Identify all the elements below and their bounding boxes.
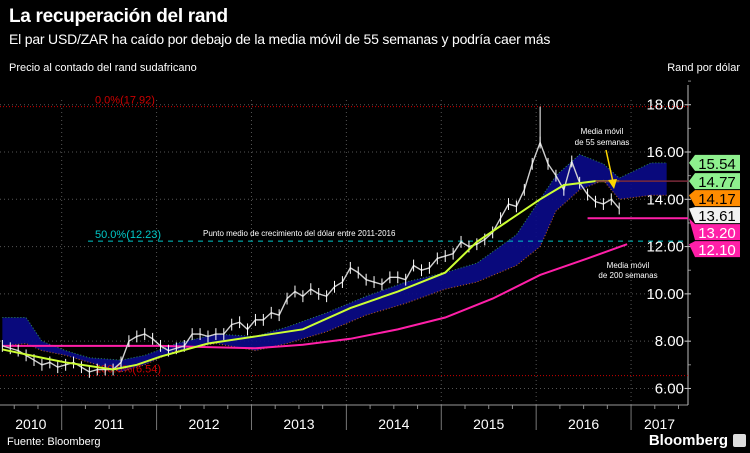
x-year-label: 2016: [568, 416, 599, 432]
value-tag-label: 14.17: [698, 191, 736, 208]
x-year-label: 2014: [378, 416, 409, 432]
ma200-annotation: Media móvil: [607, 261, 650, 270]
value-tag-label: 15.54: [698, 156, 736, 173]
value-tag: [689, 154, 740, 171]
cloud-lower-edge: [2, 179, 667, 373]
value-tag-label: 13.20: [698, 225, 736, 242]
x-year-label: 2012: [188, 416, 219, 432]
value-tag: [689, 218, 740, 241]
chart-subtitle: El par USD/ZAR ha caído por debajo de la…: [9, 31, 551, 47]
value-tag: [689, 190, 740, 207]
value-tag-label: 12.10: [698, 242, 736, 259]
ma200-line: [2, 243, 628, 350]
chart-title: La recuperación del rand: [9, 6, 228, 27]
fib-label-100: 100.0%(6.54): [95, 364, 161, 376]
value-tag: [689, 241, 740, 258]
x-year-label: 2010: [15, 416, 46, 432]
ma55-annotation: Media móvil: [581, 127, 624, 136]
arrow-icon: [605, 149, 614, 183]
arrow-head-icon: [608, 179, 617, 189]
fib-label-0: 0.0%(17.92): [95, 95, 155, 107]
x-year-label: 2015: [473, 416, 504, 432]
midpoint-note: Punto medio de crecimiento del dólar ent…: [203, 229, 396, 238]
value-tag: [689, 173, 740, 190]
bloomberg-logo: Bloomberg: [648, 432, 728, 449]
ichimoku-cloud: [2, 154, 667, 372]
y-tick-label: 6.00: [655, 380, 684, 397]
y-tick-label: 18.00: [646, 97, 684, 114]
fib-label-50: 50.0%(12.23): [95, 229, 161, 241]
x-year-label: 2013: [283, 416, 314, 432]
ma55-annotation: de 55 semanas: [575, 138, 630, 147]
x-year-label: 2017: [644, 416, 675, 432]
y-tick-label: 10.00: [646, 286, 684, 303]
ma55-line: [2, 180, 620, 371]
value-tag-label: 14.77: [698, 174, 736, 191]
right-axis-label: Rand por dólar: [667, 62, 740, 74]
value-tag: [689, 207, 740, 224]
bloomberg-chart-icon: [733, 434, 746, 447]
x-year-label: 2011: [94, 416, 124, 432]
source-note: Fuente: Bloomberg: [7, 436, 101, 448]
ma200-annotation: de 200 semanas: [598, 271, 657, 280]
left-axis-label: Precio al contado del rand sudafricano: [9, 62, 197, 74]
y-tick-label: 12.00: [646, 239, 684, 256]
y-tick-label: 8.00: [655, 333, 684, 350]
y-tick-label: 16.00: [646, 144, 684, 161]
value-tag-label: 13.61: [698, 208, 736, 225]
y-tick-label: 14.00: [646, 191, 684, 208]
